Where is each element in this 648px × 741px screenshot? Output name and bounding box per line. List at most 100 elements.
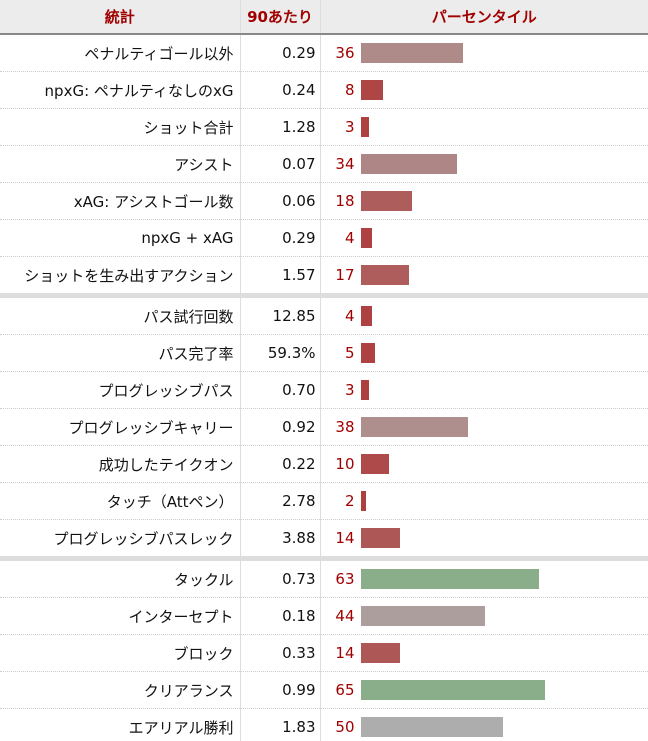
percentile-bar	[360, 717, 503, 737]
stat-name: パス試行回数	[0, 293, 240, 335]
percentile-cell: 63	[320, 556, 648, 598]
per90-value: 59.3%	[239, 334, 321, 372]
percentile-bar	[360, 454, 389, 474]
table-row: プログレッシブパスレック 3.88 14	[0, 519, 648, 559]
per90-value: 0.07	[239, 145, 321, 183]
table-row: パス試行回数 12.85 4	[0, 293, 648, 335]
percentile-value: 50	[335, 718, 355, 736]
percentile-bar	[360, 80, 384, 100]
percentile-cell: 8	[320, 71, 648, 109]
per90-value: 0.99	[239, 671, 321, 709]
table-row: タッチ（Attペン） 2.78 2	[0, 482, 648, 520]
percentile-value: 18	[335, 192, 355, 210]
percentile-cell: 34	[320, 145, 648, 183]
header-per90[interactable]: 90あたり	[239, 0, 321, 35]
stat-name: エアリアル勝利	[0, 708, 240, 741]
percentile-value: 4	[344, 307, 355, 325]
percentile-bar	[360, 306, 372, 326]
table-row: ペナルティゴール以外 0.29 36	[0, 34, 648, 72]
percentile-bar	[360, 343, 375, 363]
table-row: ショットを生み出すアクション 1.57 17	[0, 256, 648, 296]
stat-name: ショット合計	[0, 108, 240, 146]
percentile-cell: 14	[320, 519, 648, 559]
percentile-cell: 3	[320, 108, 648, 146]
percentile-value: 34	[335, 155, 355, 173]
stat-name: 成功したテイクオン	[0, 445, 240, 483]
stat-name: xAG: アシストゴール数	[0, 182, 240, 220]
per90-value: 0.29	[239, 34, 321, 72]
stat-name: npxG + xAG	[0, 219, 240, 257]
stat-name: パス完了率	[0, 334, 240, 372]
per90-value: 0.18	[239, 597, 321, 635]
percentile-bar	[360, 43, 463, 63]
percentile-value: 8	[344, 81, 355, 99]
per90-value: 0.33	[239, 634, 321, 672]
stat-name: ペナルティゴール以外	[0, 34, 240, 72]
percentile-cell: 65	[320, 671, 648, 709]
percentile-bar	[360, 117, 370, 137]
percentile-value: 38	[335, 418, 355, 436]
per90-value: 0.24	[239, 71, 321, 109]
header-row: 統計 90あたり パーセンタイル	[0, 0, 648, 35]
table-row: ショット合計 1.28 3	[0, 108, 648, 146]
header-stat[interactable]: 統計	[0, 0, 240, 35]
table-row: ブロック 0.33 14	[0, 634, 648, 672]
percentile-bar	[360, 265, 409, 285]
percentile-value: 3	[344, 381, 355, 399]
percentile-value: 14	[335, 529, 355, 547]
per90-value: 0.22	[239, 445, 321, 483]
percentile-cell: 2	[320, 482, 648, 520]
percentile-cell: 3	[320, 371, 648, 409]
per90-value: 0.73	[239, 556, 321, 598]
percentile-value: 17	[335, 266, 355, 284]
per90-value: 2.78	[239, 482, 321, 520]
table-row: パス完了率 59.3% 5	[0, 334, 648, 372]
percentile-bar	[360, 154, 458, 174]
percentile-cell: 44	[320, 597, 648, 635]
table-row: インターセプト 0.18 44	[0, 597, 648, 635]
percentile-value: 14	[335, 644, 355, 662]
percentile-bar	[360, 606, 486, 626]
percentile-value: 36	[335, 44, 355, 62]
percentile-cell: 50	[320, 708, 648, 741]
stat-name: タッチ（Attペン）	[0, 482, 240, 520]
table-row: アシスト 0.07 34	[0, 145, 648, 183]
stat-name: プログレッシブキャリー	[0, 408, 240, 446]
stat-name: ショットを生み出すアクション	[0, 256, 240, 296]
header-percentile[interactable]: パーセンタイル	[320, 0, 648, 35]
table-row: タックル 0.73 63	[0, 556, 648, 598]
percentile-value: 2	[344, 492, 355, 510]
percentile-value: 3	[344, 118, 355, 136]
percentile-cell: 10	[320, 445, 648, 483]
percentile-cell: 5	[320, 334, 648, 372]
per90-value: 1.57	[239, 256, 321, 296]
per90-value: 12.85	[239, 293, 321, 335]
percentile-bar	[360, 380, 370, 400]
percentile-value: 10	[335, 455, 355, 473]
per90-value: 0.06	[239, 182, 321, 220]
stat-name: クリアランス	[0, 671, 240, 709]
per90-value: 0.70	[239, 371, 321, 409]
percentile-cell: 36	[320, 34, 648, 72]
stat-name: npxG: ペナルティなしのxG	[0, 71, 240, 109]
per90-value: 0.92	[239, 408, 321, 446]
stat-name: インターセプト	[0, 597, 240, 635]
percentile-cell: 4	[320, 293, 648, 335]
percentile-value: 63	[335, 570, 355, 588]
percentile-cell: 4	[320, 219, 648, 257]
percentile-cell: 18	[320, 182, 648, 220]
percentile-cell: 17	[320, 256, 648, 296]
table-row: エアリアル勝利 1.83 50	[0, 708, 648, 741]
table-row: クリアランス 0.99 65	[0, 671, 648, 709]
per90-value: 1.28	[239, 108, 321, 146]
table-row: 成功したテイクオン 0.22 10	[0, 445, 648, 483]
per90-value: 3.88	[239, 519, 321, 559]
percentile-bar	[360, 528, 401, 548]
percentile-bar	[360, 228, 372, 248]
percentile-cell: 38	[320, 408, 648, 446]
stat-name: タックル	[0, 556, 240, 598]
table-row: xAG: アシストゴール数 0.06 18	[0, 182, 648, 220]
table-row: プログレッシブキャリー 0.92 38	[0, 408, 648, 446]
